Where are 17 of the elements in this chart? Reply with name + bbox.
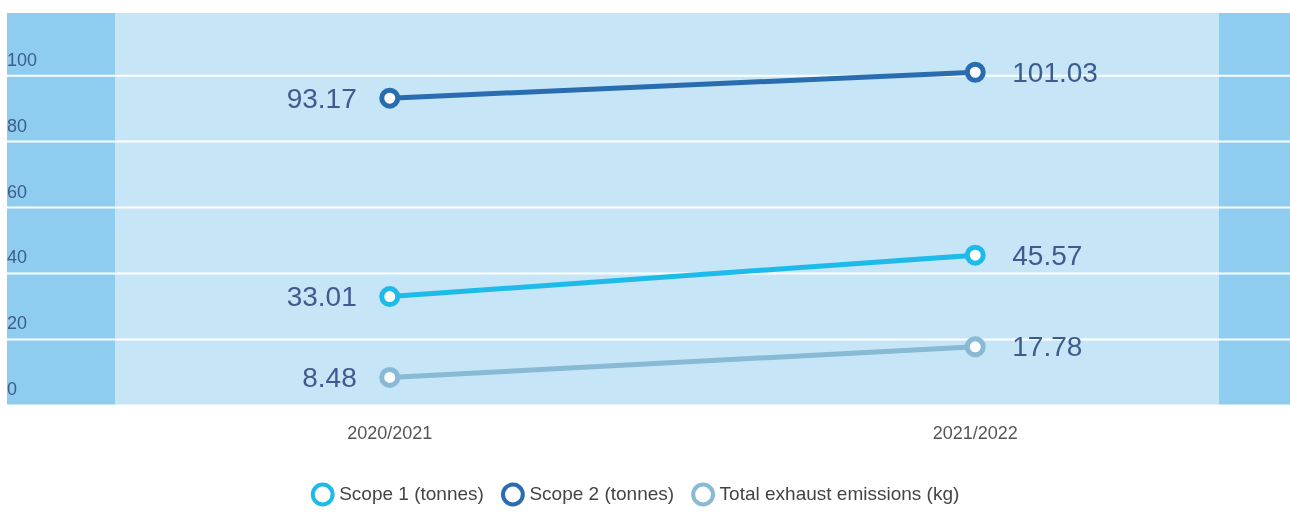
data-label: 93.17 xyxy=(286,82,357,114)
y-tick-label: 60 xyxy=(7,181,28,202)
y-tick-label: 100 xyxy=(7,49,38,70)
data-label: 33.01 xyxy=(286,281,357,313)
y-tick-label: 0 xyxy=(7,379,18,400)
data-label: 8.48 xyxy=(302,362,357,394)
data-label: 45.57 xyxy=(1012,239,1083,271)
data-label: 101.03 xyxy=(1012,56,1098,88)
legend-label: Scope 2 (tonnes) xyxy=(529,482,675,504)
y-tick-label: 40 xyxy=(7,247,28,268)
x-tick-label: 2020/2021 xyxy=(347,423,433,444)
x-tick-label: 2021/2022 xyxy=(932,423,1018,444)
legend-label: Scope 1 (tonnes) xyxy=(339,482,484,504)
data-label: 17.78 xyxy=(1012,331,1083,363)
y-tick-label: 20 xyxy=(7,313,28,334)
legend-label: Total exhaust emissions (kg) xyxy=(719,482,960,504)
y-tick-label: 80 xyxy=(7,115,28,136)
